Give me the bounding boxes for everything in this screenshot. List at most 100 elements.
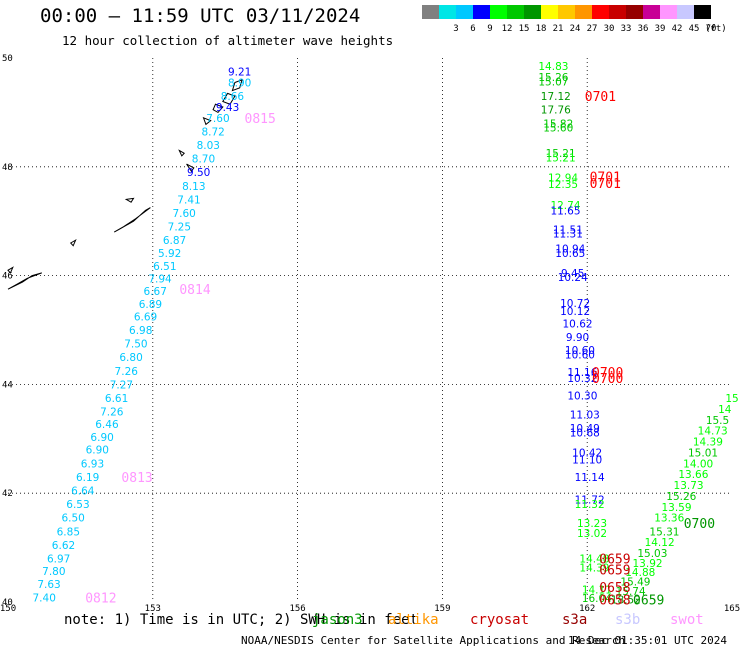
- color-bin-label: 9: [487, 24, 492, 34]
- coastline-island: [186, 163, 195, 173]
- wave-height-label: 15.21: [546, 148, 576, 160]
- color-unit-label: (ft): [705, 24, 727, 34]
- time-label: 0813: [121, 471, 152, 486]
- color-bin: [456, 5, 473, 19]
- wave-height-label: 10.32: [567, 373, 597, 385]
- wave-height-label: 10.94: [555, 243, 585, 255]
- footer-credit: NOAA/NESDIS Center for Satellite Applica…: [241, 634, 626, 647]
- wave-height-label: 6.19: [76, 472, 99, 484]
- color-bin: [524, 5, 541, 19]
- color-bin: [660, 5, 677, 19]
- wave-height-label: 18.52: [611, 594, 641, 606]
- wave-height-label: 8.90: [228, 77, 251, 89]
- wave-height-label: 6.87: [163, 235, 186, 247]
- y-tick-label: 44: [2, 380, 13, 390]
- wave-height-label: 13.36: [654, 513, 684, 525]
- time-label: 0658: [599, 593, 630, 608]
- coastline-island: [212, 103, 224, 114]
- wave-height-label: 10.49: [570, 423, 600, 435]
- color-bin-label: 30: [604, 24, 615, 34]
- wave-height-label: 9.90: [566, 332, 589, 344]
- x-tick-label: 159: [434, 604, 450, 614]
- wave-height-label: 11.65: [550, 205, 580, 217]
- time-label: 0659: [599, 563, 630, 578]
- satellite-label-cryosat: cryosat: [470, 612, 530, 628]
- time-label: 0815: [245, 112, 276, 127]
- satellite-label-s3a: s3a: [562, 612, 588, 628]
- wave-height-label: 15.49: [620, 576, 650, 588]
- color-bin-label: 39: [655, 24, 666, 34]
- coastline-island: [113, 207, 151, 233]
- wave-height-label: 5.92: [158, 248, 181, 260]
- coastline-island: [7, 266, 14, 274]
- footer-timestamp: 14 Dec 01:35:01 UTC 2024: [568, 634, 727, 647]
- chart-title: 00:00 – 11:59 UTC 03/11/2024: [40, 5, 361, 27]
- coastline-island: [202, 116, 212, 126]
- wave-height-label: 17.12: [541, 91, 571, 103]
- wave-height-label: 15.60: [543, 123, 573, 135]
- color-bin-label: 70: [706, 24, 717, 34]
- color-bin: [592, 5, 609, 19]
- wave-height-label: 9.50: [187, 167, 210, 179]
- wave-height-label: 11.10: [572, 454, 602, 466]
- y-tick-label: 46: [2, 272, 13, 282]
- wave-height-label: 7.40: [33, 593, 56, 605]
- wave-height-label: 13.73: [674, 480, 704, 492]
- time-label: 0700: [592, 372, 623, 387]
- wave-height-label: 6.51: [153, 261, 176, 273]
- wave-height-label: 7.27: [110, 379, 133, 391]
- wave-height-label: 11.31: [553, 229, 583, 241]
- wave-height-label: 15.01: [688, 447, 718, 459]
- wave-height-label: 6.50: [61, 513, 84, 525]
- wave-height-label: 7.41: [177, 194, 200, 206]
- time-label: 0700: [592, 366, 623, 381]
- wave-height-label: 16.04: [582, 593, 612, 605]
- color-bin-label: 18: [536, 24, 547, 34]
- wave-height-label: 11.51: [553, 224, 583, 236]
- wave-height-label: 14.39: [693, 437, 723, 449]
- y-tick-label: 40: [2, 598, 13, 608]
- color-bin-label: 21: [553, 24, 564, 34]
- x-tick-label: 162: [579, 604, 595, 614]
- color-bin-label: 24: [570, 24, 581, 34]
- wave-height-label: 13.92: [633, 558, 663, 570]
- chart-subtitle: 12 hour collection of altimeter wave hei…: [62, 33, 394, 48]
- wave-height-label: 7.94: [148, 273, 172, 285]
- wave-height-label: 10.60: [565, 349, 595, 361]
- wave-height-label: 6.62: [52, 540, 75, 552]
- color-bin-label: 6: [470, 24, 475, 34]
- color-bin: [694, 5, 711, 19]
- color-bin: [507, 5, 524, 19]
- wave-height-label: 6.61: [105, 393, 128, 405]
- units-note: note: 1) Time is in UTC; 2) SWH is in fe…: [64, 612, 419, 628]
- time-label: 0658: [599, 581, 630, 596]
- color-bin-label: 33: [621, 24, 632, 34]
- wave-height-label: 10.30: [567, 390, 597, 402]
- wave-height-label: 6.67: [144, 286, 167, 298]
- wave-height-label: 15.5: [706, 415, 729, 427]
- wave-height-label: 6.53: [66, 499, 89, 511]
- time-label: 0812: [85, 592, 116, 607]
- color-bin: [558, 5, 575, 19]
- wave-height-label: 14.88: [625, 567, 655, 579]
- wave-height-label: 10.24: [558, 272, 588, 284]
- color-bin: [541, 5, 558, 19]
- y-tick-label: 50: [2, 54, 13, 64]
- time-label: 0701: [585, 90, 616, 105]
- wave-height-label: 6.80: [119, 352, 142, 364]
- wave-height-label: 15: [725, 393, 738, 405]
- color-bin-label: 27: [587, 24, 598, 34]
- satellite-label-swot: swot: [670, 612, 704, 628]
- wave-height-label: 9.21: [228, 67, 251, 79]
- color-bin: [643, 5, 660, 19]
- wave-height-label: 15.21: [546, 153, 576, 165]
- time-label: 0701: [590, 177, 621, 192]
- color-bin: [626, 5, 643, 19]
- wave-height-label: 8.13: [182, 181, 205, 193]
- wave-height-label: 6.90: [90, 432, 113, 444]
- y-tick-label: 42: [2, 489, 13, 499]
- wave-height-label: 6.89: [139, 299, 162, 311]
- wave-height-label: 12.35: [548, 179, 578, 191]
- wave-height-label: 8.03: [197, 140, 220, 152]
